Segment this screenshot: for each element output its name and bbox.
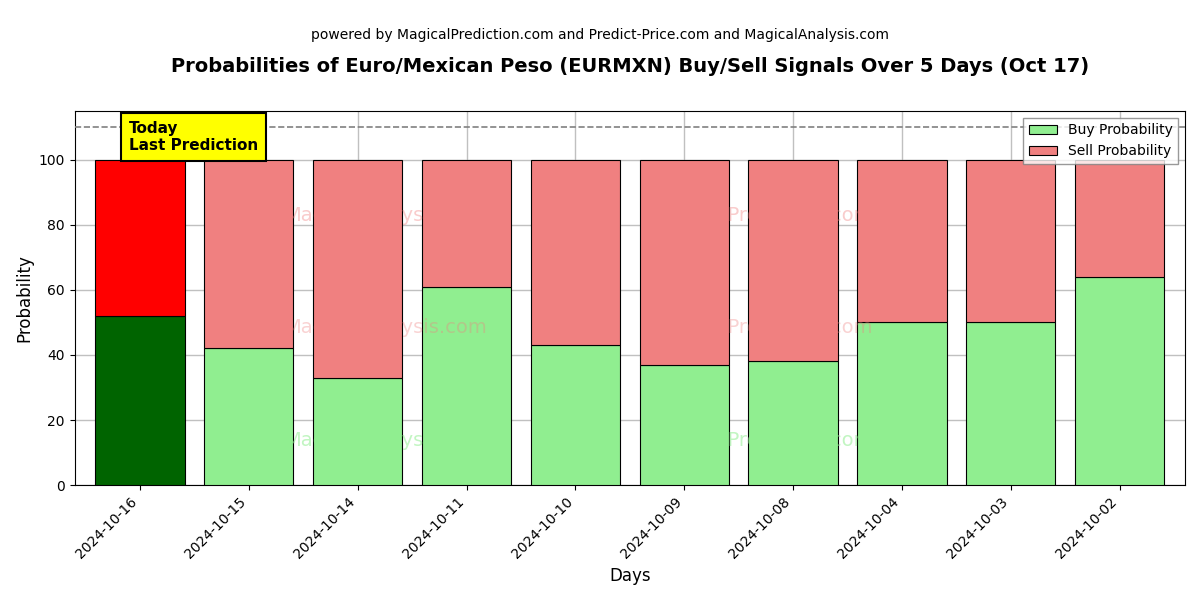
Text: MagicalAnalysis.com: MagicalAnalysis.com [284,206,487,225]
Text: Today
Last Prediction: Today Last Prediction [130,121,258,153]
X-axis label: Days: Days [610,567,650,585]
Bar [749,361,838,485]
Bar [530,160,620,345]
Bar [640,365,728,485]
Text: MagicalPrediction.com: MagicalPrediction.com [653,319,872,337]
Bar [857,160,947,322]
Bar [313,378,402,485]
Bar [966,160,1056,322]
Bar [1075,160,1164,277]
Text: MagicalAnalysis.com: MagicalAnalysis.com [284,431,487,450]
Text: MagicalPrediction.com: MagicalPrediction.com [653,206,872,225]
Text: powered by MagicalPrediction.com and Predict-Price.com and MagicalAnalysis.com: powered by MagicalPrediction.com and Pre… [311,28,889,42]
Bar [640,160,728,365]
Bar [749,160,838,361]
Y-axis label: Probability: Probability [16,254,34,342]
Bar [95,316,185,485]
Text: MagicalAnalysis.com: MagicalAnalysis.com [284,319,487,337]
Bar [1075,277,1164,485]
Bar [857,322,947,485]
Bar [204,349,294,485]
Bar [95,160,185,316]
Legend: Buy Probability, Sell Probability: Buy Probability, Sell Probability [1024,118,1178,164]
Bar [422,287,511,485]
Title: Probabilities of Euro/Mexican Peso (EURMXN) Buy/Sell Signals Over 5 Days (Oct 17: Probabilities of Euro/Mexican Peso (EURM… [170,57,1088,76]
Bar [313,160,402,378]
Bar [966,322,1056,485]
Bar [204,160,294,349]
Bar [422,160,511,287]
Bar [530,345,620,485]
Text: MagicalPrediction.com: MagicalPrediction.com [653,431,872,450]
